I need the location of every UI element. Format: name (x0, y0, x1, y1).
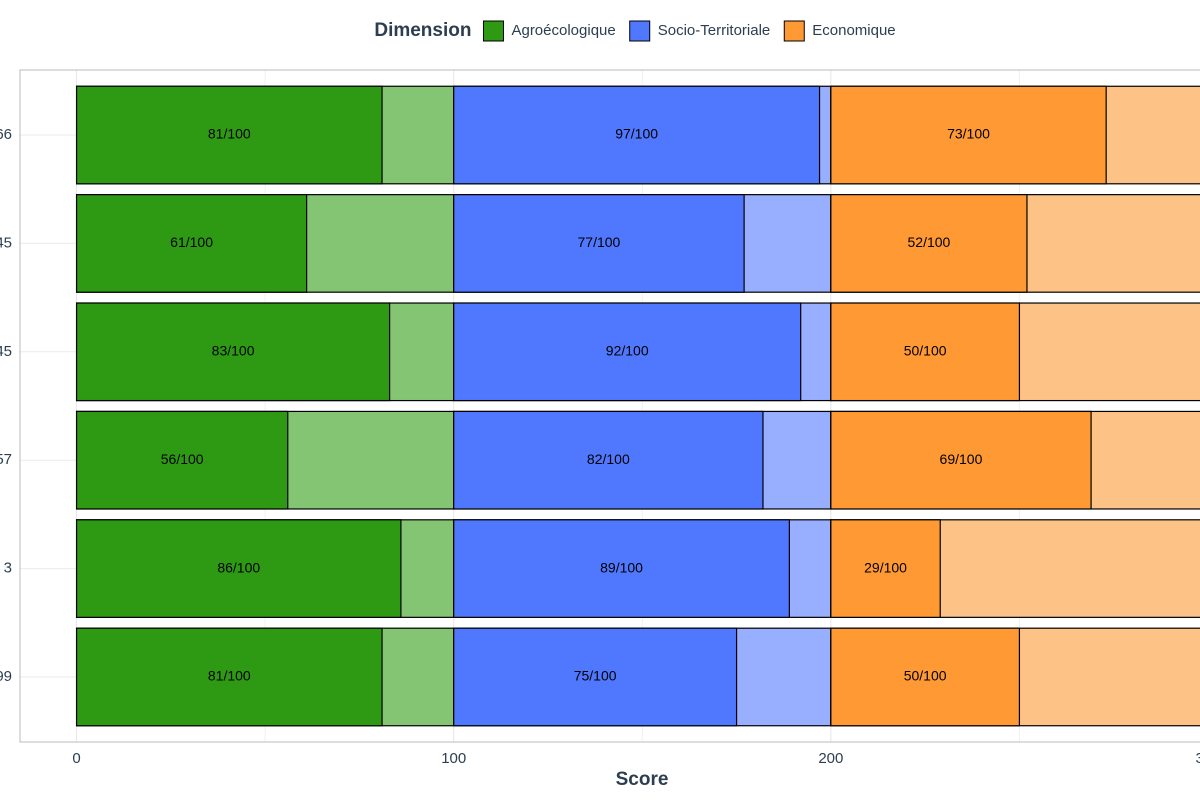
bar (830, 302, 1021, 402)
legend-label: Agroécologique (511, 22, 615, 39)
data-label: 81/100 (208, 668, 251, 684)
y-tick-label: 3 (4, 560, 12, 577)
y-tick-label: 99 (0, 668, 12, 685)
y-tick-label: 45 (0, 234, 12, 251)
legend-label: Socio-Territoriale (658, 22, 771, 39)
data-label: 73/100 (947, 126, 990, 142)
bar (830, 410, 1092, 510)
bar (830, 85, 1107, 185)
data-label: 50/100 (904, 668, 947, 684)
bar (75, 194, 308, 293)
data-label: 56/100 (161, 451, 204, 467)
legend-swatch (482, 20, 504, 42)
bar (830, 194, 1028, 293)
x-axis-title: Score (616, 769, 669, 790)
data-label: 69/100 (940, 451, 983, 467)
bar (453, 194, 745, 293)
data-label: 82/100 (587, 451, 630, 467)
bar (830, 627, 1021, 727)
data-label: 97/100 (615, 126, 658, 142)
legend-title: Dimension (374, 20, 471, 41)
legend-swatch (629, 20, 651, 42)
data-label: 52/100 (908, 234, 951, 250)
bar (75, 85, 383, 185)
data-label: 61/100 (170, 234, 213, 250)
x-tick-label: 100 (441, 750, 466, 767)
y-tick-label: 66 (0, 126, 12, 143)
panel-border (19, 69, 1200, 743)
data-label: 89/100 (600, 559, 643, 575)
x-tick-label: 0 (72, 750, 80, 767)
data-label: 75/100 (574, 668, 617, 684)
bar (75, 410, 289, 510)
bar (453, 410, 764, 510)
bar (75, 627, 383, 727)
bar (453, 627, 738, 727)
data-label: 83/100 (212, 343, 255, 359)
data-label: 86/100 (217, 559, 260, 575)
bar (75, 302, 391, 402)
bar (453, 519, 790, 618)
bar (830, 519, 941, 618)
bar (453, 85, 821, 185)
data-label: 77/100 (578, 234, 621, 250)
y-tick-label: 57 (0, 451, 12, 468)
data-label: 50/100 (904, 343, 947, 359)
legend-swatch (783, 20, 805, 42)
bar (75, 519, 402, 618)
bar (453, 302, 802, 402)
data-label: 81/100 (208, 126, 251, 142)
legend-label: Economique (812, 22, 895, 39)
x-tick-label: 200 (818, 750, 843, 767)
data-label: 29/100 (864, 559, 907, 575)
x-tick-label: 300 (1195, 750, 1200, 767)
y-tick-label: 45 (0, 343, 12, 360)
data-label: 92/100 (606, 343, 649, 359)
